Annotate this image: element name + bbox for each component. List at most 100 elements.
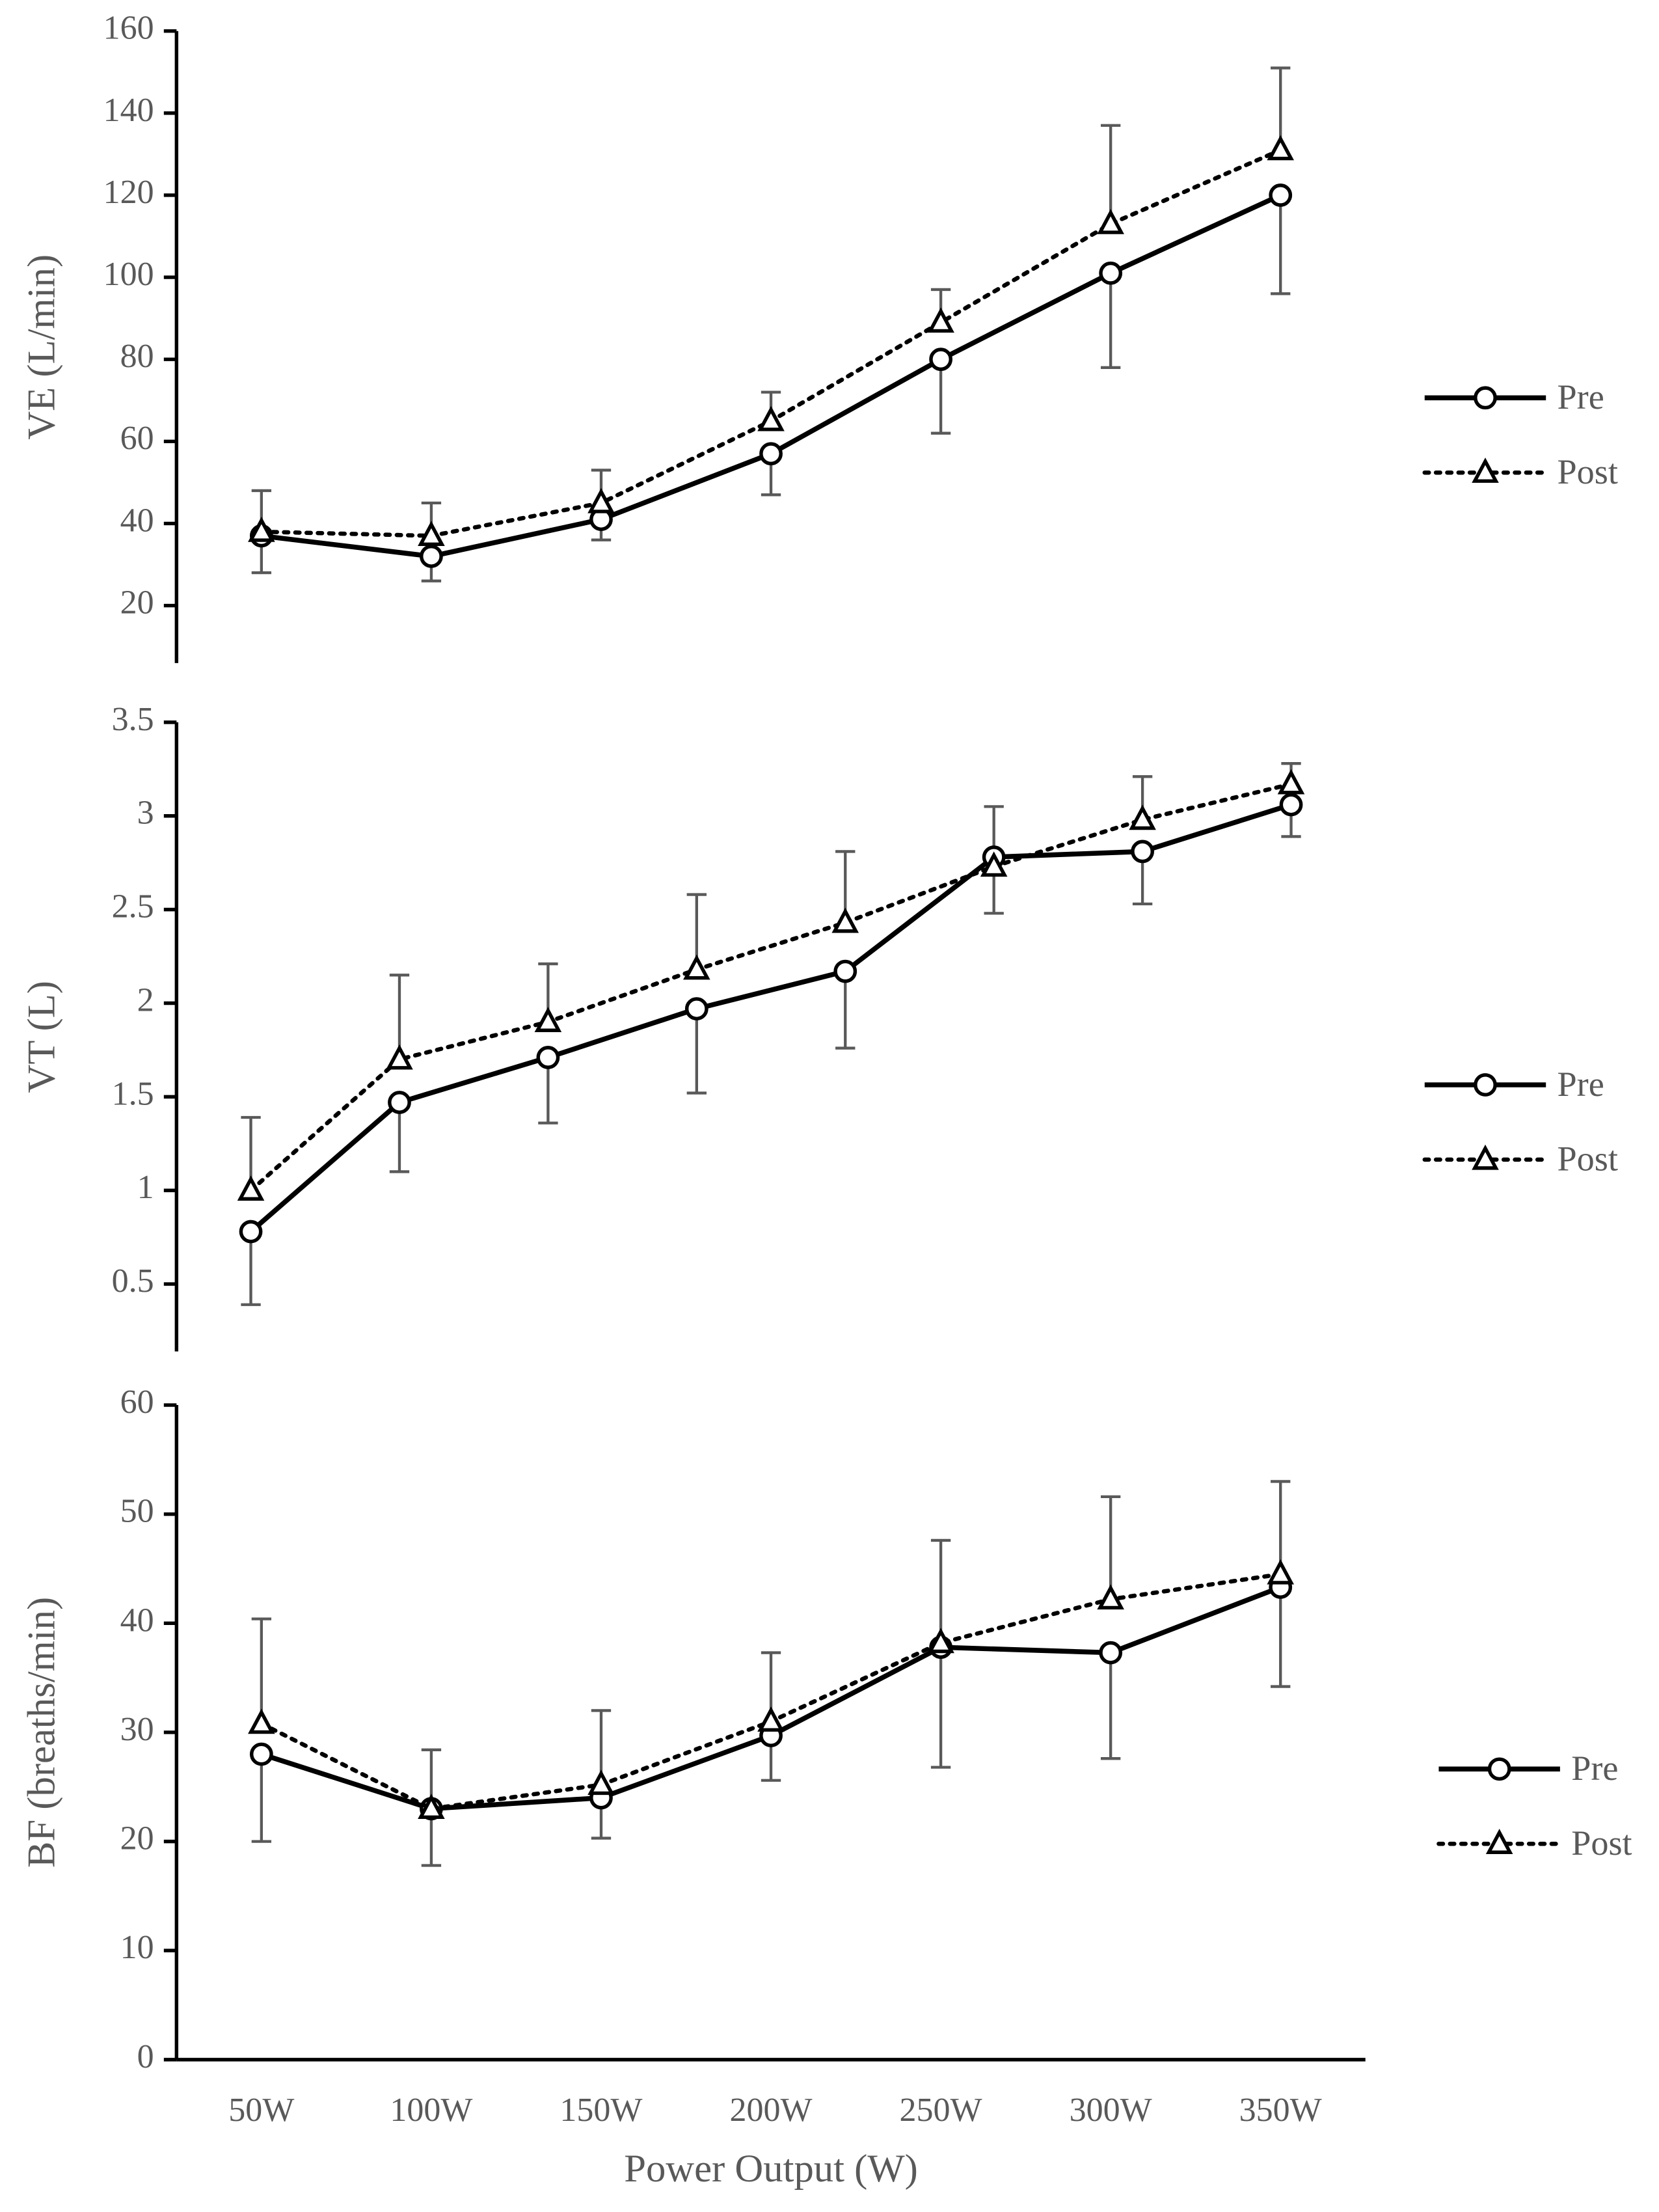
y-tick-label: 10 (120, 1929, 154, 1966)
marker (1267, 1559, 1294, 1585)
legend-label: Post (1558, 452, 1618, 491)
legend-marker (1472, 1144, 1499, 1170)
legend-marker (1472, 457, 1499, 483)
marker (1267, 135, 1294, 161)
marker (1099, 1641, 1123, 1665)
marker (248, 516, 275, 542)
y-tick-label: 30 (120, 1711, 154, 1748)
y-tick-label: 80 (120, 338, 154, 375)
legend-marker (1474, 1073, 1497, 1097)
y-tick-label: 2.5 (112, 888, 154, 925)
x-tick-label: 250W (900, 2092, 982, 2129)
y-tick-label: 3.5 (112, 701, 154, 738)
y-tick-label: 20 (120, 1820, 154, 1857)
y-tick-label: 1.5 (112, 1075, 154, 1112)
error-bar (686, 1009, 707, 1095)
legend-label: Pre (1571, 1749, 1618, 1788)
y-tick-label: 0.5 (112, 1263, 154, 1300)
series-line (249, 802, 1292, 1234)
legend-label: Pre (1558, 1065, 1604, 1104)
y-tick-label: 120 (103, 174, 154, 211)
marker (237, 1175, 265, 1201)
marker (1097, 208, 1124, 234)
error-bar (251, 1617, 272, 1724)
marker (927, 307, 954, 333)
marker (534, 1007, 562, 1032)
error-bar (241, 1231, 261, 1306)
legend-marker (1474, 386, 1497, 410)
marker (1099, 261, 1123, 285)
marker (418, 1794, 445, 1820)
marker (759, 442, 783, 466)
y-tick-label: 2 (137, 981, 154, 1018)
marker (1277, 769, 1305, 795)
marker (386, 1044, 413, 1070)
y-tick-label: 40 (120, 502, 154, 539)
x-tick-label: 200W (729, 2092, 812, 2129)
marker (833, 959, 857, 983)
x-tick-label: 300W (1070, 2092, 1152, 2129)
marker (929, 348, 952, 372)
y-tick-label: 100 (103, 256, 154, 293)
error-bar (1271, 195, 1291, 295)
y-tick-label: 0 (137, 2038, 154, 2075)
marker (1129, 804, 1156, 830)
marker (831, 907, 859, 933)
series-line (261, 193, 1282, 559)
marker (1097, 1584, 1124, 1610)
error-bar (930, 1538, 951, 1643)
marker (388, 1091, 411, 1114)
error-bar (930, 1647, 951, 1769)
y-axis-title: VT (L) (20, 981, 64, 1093)
series-line (249, 782, 1293, 1193)
marker (757, 405, 785, 431)
error-bar (251, 1754, 272, 1843)
marker (248, 1708, 275, 1734)
x-tick-label: 100W (390, 2092, 472, 2129)
error-bar (1271, 1480, 1291, 1574)
y-axis-title: VE (L/min) (20, 254, 64, 440)
legend-label: Post (1558, 1140, 1618, 1179)
y-tick-label: 60 (120, 1384, 154, 1421)
y-tick-label: 50 (120, 1493, 154, 1530)
y-tick-label: 20 (120, 584, 154, 621)
error-bar (1100, 273, 1121, 369)
marker (1279, 793, 1303, 817)
marker (536, 1046, 560, 1069)
marker (249, 1742, 273, 1766)
y-tick-label: 40 (120, 1602, 154, 1639)
marker (239, 1220, 263, 1244)
marker (684, 997, 708, 1021)
y-tick-label: 160 (103, 10, 154, 47)
marker (420, 544, 443, 568)
y-tick-label: 1 (137, 1169, 154, 1206)
error-bar (930, 359, 951, 435)
x-tick-label: 50W (228, 2092, 294, 2129)
y-tick-label: 60 (120, 420, 154, 457)
y-axis-title: BF (breaths/min) (20, 1597, 64, 1868)
error-bar (1100, 124, 1121, 225)
x-axis-title: Power Output (W) (624, 2147, 918, 2191)
legend-marker (1485, 1829, 1513, 1854)
y-tick-label: 3 (137, 795, 154, 832)
marker (587, 487, 615, 513)
legend-marker (1487, 1757, 1511, 1781)
marker (927, 1628, 954, 1654)
marker (1131, 840, 1154, 864)
marker (1269, 184, 1293, 207)
x-tick-label: 350W (1239, 2092, 1322, 2129)
error-bar (1271, 1587, 1291, 1688)
marker (683, 954, 710, 980)
y-tick-label: 140 (103, 92, 154, 129)
error-bar (1100, 1652, 1121, 1760)
legend-label: Pre (1558, 377, 1604, 416)
legend-label: Post (1571, 1823, 1632, 1863)
marker (757, 1706, 785, 1732)
error-bar (1100, 1495, 1121, 1600)
x-tick-label: 150W (560, 2092, 642, 2129)
marker (980, 851, 1008, 877)
marker (587, 1769, 615, 1796)
marker (418, 521, 445, 547)
